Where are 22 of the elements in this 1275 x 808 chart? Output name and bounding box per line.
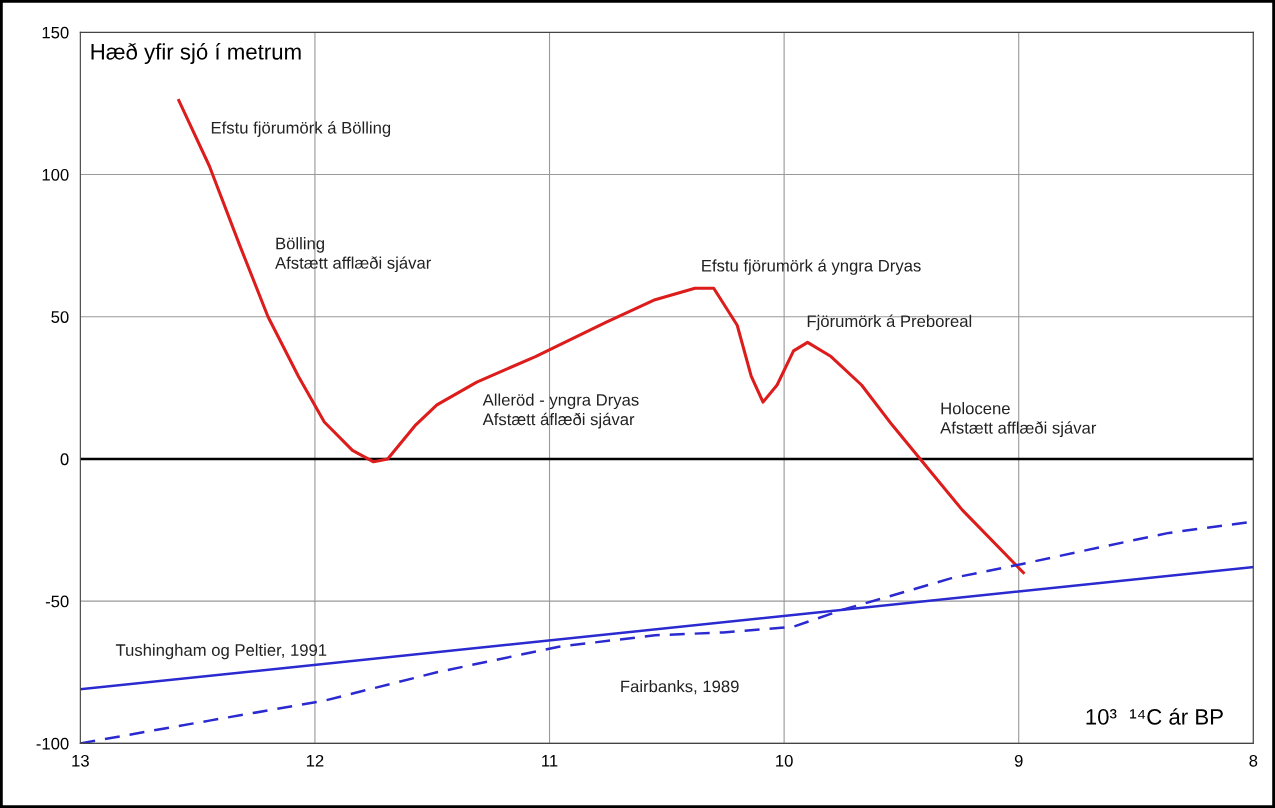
x-tick-label: 13 (72, 754, 89, 767)
y-tick-label: -50 (45, 595, 69, 608)
y-tick-label: 0 (60, 453, 69, 466)
x-tick-label: 9 (1014, 754, 1023, 767)
x-tick-label: 10 (776, 754, 793, 767)
y-tick-label: 50 (51, 311, 69, 323)
annotation: Holocene Afstætt afflæði sjávar (940, 402, 1097, 438)
annotation: Efstu fjörumörk á yngra Dryas (702, 259, 921, 275)
x-tick-label: 8 (1249, 754, 1258, 767)
series-label: Tushingham og Peltier, 1991 (115, 643, 327, 660)
annotation: Bölling Afstætt afflæði sjávar (275, 237, 432, 273)
annotation: Efstu fjörumörk á Bölling (211, 121, 391, 137)
x-tick-label: 11 (542, 755, 558, 767)
x-axis-title: 10³ ¹⁴C ár BP (1086, 708, 1223, 725)
annotation: Fjörumörk á Preboreal (807, 314, 972, 331)
x-tick-label: 12 (306, 754, 324, 767)
annotation: Alleröd - yngra Dryas Afstætt áflæði sjávar (482, 393, 639, 429)
text: Fairbanks, 1989 (621, 680, 739, 695)
y-axis-title: Hæð yfir sjó í metrum (91, 42, 301, 65)
y-tick-label: -100 (36, 737, 69, 750)
y-tick-label: 100 (42, 168, 69, 181)
y-tick-label: 150 (42, 26, 69, 39)
